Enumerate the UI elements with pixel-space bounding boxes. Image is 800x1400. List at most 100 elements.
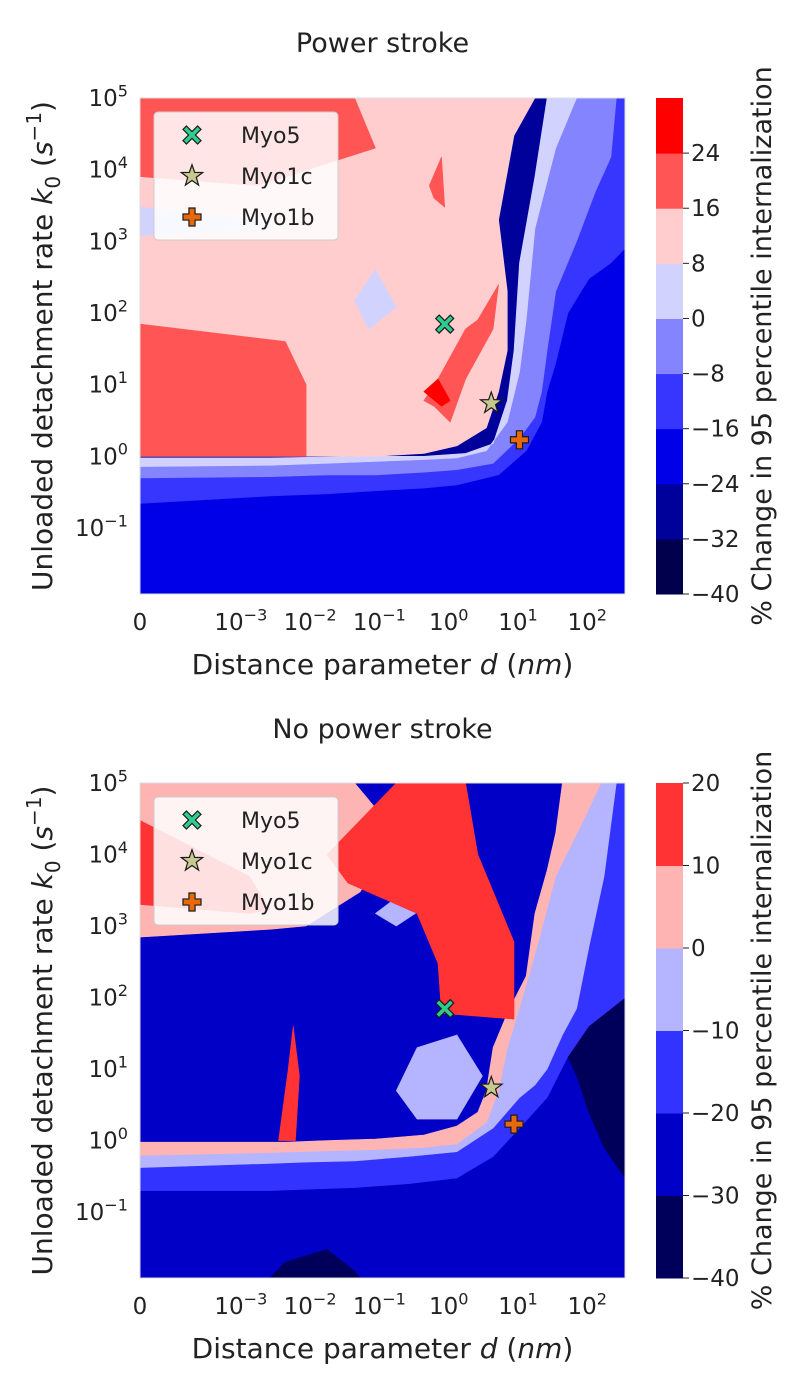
y-tick-label-2: 101 <box>88 1052 128 1083</box>
colorbar-band-1 <box>656 1113 683 1196</box>
marker-myo1b <box>509 430 530 450</box>
legend-label-myo1b: Myo1b <box>241 206 314 231</box>
legend-box <box>153 796 339 926</box>
x-tick-label-1: 10−3 <box>214 1289 267 1320</box>
x-tick-label-5: 101 <box>498 1289 538 1320</box>
colorbar-band-2 <box>656 1030 683 1114</box>
x-tick-label-6: 102 <box>568 605 608 636</box>
colorbar-tick-label-1: −30 <box>691 1184 740 1210</box>
y-tick-label-6: 105 <box>88 766 128 797</box>
legend-label-myo1c: Myo1c <box>241 850 313 875</box>
y-tick-label-4: 103 <box>88 909 128 940</box>
x-tick-label-2: 10−2 <box>284 1289 337 1320</box>
contour-region-7 <box>354 269 397 330</box>
y-tick-label-5: 104 <box>88 838 128 869</box>
colorbar-tick-label-0: −40 <box>691 1266 740 1292</box>
marker-myo1c <box>478 1074 504 1099</box>
marker-myo5 <box>434 998 455 1019</box>
x-tick-label-5: 101 <box>498 605 538 636</box>
marker-myo1c <box>478 390 504 414</box>
colorbar-band-7 <box>656 153 683 209</box>
y-axis-label: Unloaded detachment rate k0 (s−1) <box>22 101 65 591</box>
y-tick-label-0: 10−1 <box>75 511 128 542</box>
colorbar-tick-label-4: 0 <box>691 936 706 962</box>
plot-frame <box>139 782 626 1279</box>
y-tick-label-2: 101 <box>88 368 128 399</box>
contour-region-10 <box>278 1025 300 1141</box>
chart-title: Power stroke <box>296 28 469 59</box>
colorbar-band-2 <box>656 428 683 485</box>
colorbar-tick-label-5: 10 <box>691 854 720 880</box>
legend-marker-myo1c <box>179 847 205 872</box>
y-tick-label-5: 104 <box>88 153 128 184</box>
legend-label-myo1b: Myo1b <box>241 891 314 916</box>
colorbar-band-3 <box>656 373 683 430</box>
legend-marker-myo5 <box>182 125 202 145</box>
contour-region-11 <box>428 156 446 208</box>
y-axis-label: Unloaded detachment rate k0 (s−1) <box>22 786 65 1276</box>
colorbar-band-5 <box>656 783 683 866</box>
colorbar-band-4 <box>656 318 683 375</box>
colorbar-band-4 <box>656 865 683 949</box>
colorbar-tick-label-0: −40 <box>691 582 740 608</box>
x-tick-label-1: 10−3 <box>214 605 267 636</box>
colorbar-tick-label-1: −32 <box>691 527 740 553</box>
legend-label-myo5: Myo5 <box>241 809 300 834</box>
y-tick-label-4: 103 <box>88 225 128 256</box>
x-tick-label-4: 100 <box>429 1289 469 1320</box>
colorbar: −40 −32 −24 −16 −8 0 8 16 24 % Change in 95 perce… <box>656 66 778 626</box>
y-tick-label-6: 105 <box>88 81 128 112</box>
contour-region-5 <box>140 783 602 1156</box>
contour-region-10 <box>423 378 451 407</box>
x-tick-label-2: 10−2 <box>284 605 337 636</box>
colorbar-band-0 <box>656 1195 683 1279</box>
contour-region-1 <box>269 1249 361 1278</box>
y-tick-label-3: 102 <box>88 296 128 327</box>
contour-region-7 <box>395 1034 483 1120</box>
chart-panel-1: Power stroke Myo5 Myo1c Myo1b 0 10−3 10−2 10−1 1… <box>22 28 778 681</box>
y-tick-label-3: 102 <box>88 981 128 1012</box>
colorbar-label: % Change in 95 percentile internalizatio… <box>747 66 778 625</box>
colorbar-tick-label-6: 8 <box>691 251 706 277</box>
marker-myo1b <box>504 1114 524 1134</box>
colorbar-tick-label-6: 20 <box>691 771 720 797</box>
contour-region-8 <box>140 323 307 457</box>
chart-title: No power stroke <box>272 714 492 745</box>
colorbar-band-3 <box>656 948 683 1031</box>
colorbar: −40 −30 −20 −10 0 10 20 % Change in 95 percenti… <box>656 751 778 1310</box>
colorbar-tick-label-7: 16 <box>691 196 720 222</box>
x-axis-label: Distance parameter d (nm) <box>192 648 574 681</box>
marker-myo5 <box>434 314 455 334</box>
x-axis-label: Distance parameter d (nm) <box>192 1332 574 1365</box>
colorbar-band-0 <box>656 538 683 595</box>
colorbar-tick-label-8: 24 <box>691 141 720 167</box>
colorbar-band-8 <box>656 98 683 154</box>
legend: Myo5 Myo1c Myo1b <box>153 796 339 926</box>
legend-label-myo5: Myo5 <box>241 124 300 149</box>
colorbar-tick-label-5: 0 <box>691 306 706 332</box>
legend-marker-myo1c <box>179 162 205 187</box>
x-tick-label-6: 102 <box>568 1289 608 1320</box>
x-tick-label-3: 10−1 <box>353 1289 406 1320</box>
chart-panel-2: No power stroke Myo5 Myo1c Myo1b 0 10−3 10−2 10… <box>22 714 778 1365</box>
y-tick-label-0: 10−1 <box>75 1195 128 1226</box>
x-tick-label-3: 10−1 <box>353 605 406 636</box>
legend-box <box>153 111 339 241</box>
colorbar-band-1 <box>656 483 683 540</box>
y-tick-label-1: 100 <box>88 440 128 471</box>
legend-label-myo1c: Myo1c <box>241 165 313 190</box>
plot-frame <box>139 97 626 595</box>
colorbar-band-5 <box>656 263 683 319</box>
legend-marker-myo5 <box>182 810 202 830</box>
colorbar-band-6 <box>656 208 683 264</box>
colorbar-label: % Change in 95 percentile internalizatio… <box>747 751 778 1310</box>
y-tick-label-1: 100 <box>88 1124 128 1155</box>
x-tick-label-4: 100 <box>429 605 469 636</box>
colorbar-tick-label-2: −20 <box>691 1101 740 1127</box>
legend: Myo5 Myo1c Myo1b <box>153 111 339 241</box>
x-tick-label-0: 0 <box>133 1294 148 1320</box>
legend-marker-myo1b <box>182 892 202 912</box>
x-tick-label-0: 0 <box>133 610 148 636</box>
legend-marker-myo1b <box>182 207 202 227</box>
